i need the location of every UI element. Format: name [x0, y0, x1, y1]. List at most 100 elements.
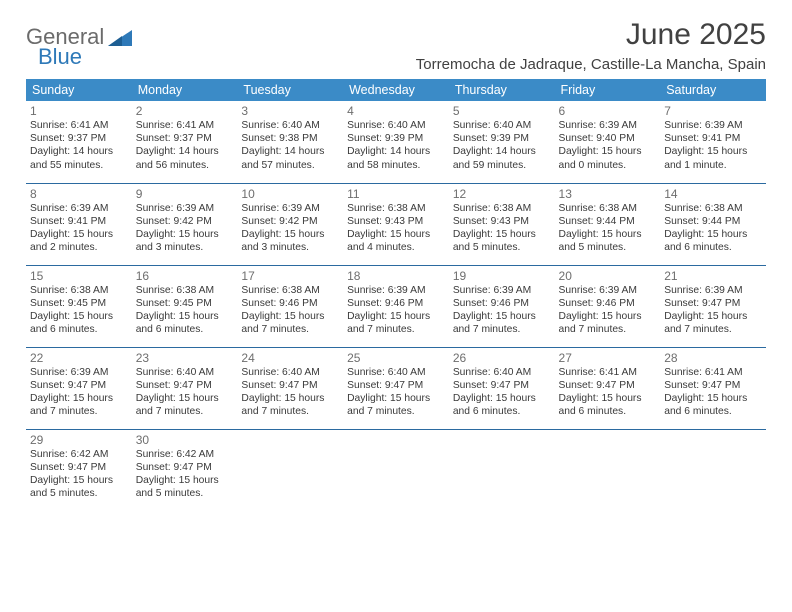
day-number: 2 — [136, 104, 234, 118]
day-number: 30 — [136, 433, 234, 447]
sunset-text: Sunset: 9:47 PM — [664, 297, 762, 310]
triangle-icon — [108, 28, 134, 50]
daylight-text: Daylight: 15 hours and 4 minutes. — [347, 228, 445, 254]
calendar-week-row: 1 Sunrise: 6:41 AMSunset: 9:37 PMDaylight… — [26, 101, 766, 183]
day-info: Sunrise: 6:40 AMSunset: 9:47 PMDaylight:… — [453, 366, 551, 419]
calendar-day-cell: 18Sunrise: 6:39 AMSunset: 9:46 PMDayligh… — [343, 265, 449, 347]
logo: General Blue — [26, 18, 134, 68]
sunrise-text: Sunrise: 6:38 AM — [559, 202, 657, 215]
sunrise-text: Sunrise: 6:41 AM — [559, 366, 657, 379]
day-number: 25 — [347, 351, 445, 365]
day-number: 1 — [30, 104, 128, 118]
sunrise-text: Sunrise: 6:39 AM — [30, 202, 128, 215]
daylight-text: Daylight: 14 hours and 57 minutes. — [241, 145, 339, 171]
day-info: Sunrise: 6:42 AMSunset: 9:47 PMDaylight:… — [136, 448, 234, 501]
day-number: 13 — [559, 187, 657, 201]
sunrise-text: Sunrise: 6:38 AM — [453, 202, 551, 215]
calendar-week-row: 8Sunrise: 6:39 AMSunset: 9:41 PMDaylight… — [26, 183, 766, 265]
day-info: Sunrise: 6:39 AMSunset: 9:47 PMDaylight:… — [664, 284, 762, 337]
sunrise-text: Sunrise: 6:40 AM — [347, 119, 445, 132]
daylight-text: Daylight: 15 hours and 6 minutes. — [664, 228, 762, 254]
title-block: June 2025 Torremocha de Jadraque, Castil… — [416, 18, 766, 73]
daylight-text: Daylight: 15 hours and 7 minutes. — [136, 392, 234, 418]
calendar-day-cell: 7Sunrise: 6:39 AMSunset: 9:41 PMDaylight… — [660, 101, 766, 183]
day-info: Sunrise: 6:41 AMSunset: 9:37 PMDaylight:… — [136, 119, 234, 172]
calendar-day-cell: 16Sunrise: 6:38 AMSunset: 9:45 PMDayligh… — [132, 265, 238, 347]
calendar-day-cell: 22Sunrise: 6:39 AMSunset: 9:47 PMDayligh… — [26, 347, 132, 429]
calendar-day-cell: 28Sunrise: 6:41 AMSunset: 9:47 PMDayligh… — [660, 347, 766, 429]
daylight-text: Daylight: 15 hours and 7 minutes. — [347, 310, 445, 336]
day-info: Sunrise: 6:39 AMSunset: 9:41 PMDaylight:… — [30, 202, 128, 255]
calendar-day-cell: 24Sunrise: 6:40 AMSunset: 9:47 PMDayligh… — [237, 347, 343, 429]
day-number: 28 — [664, 351, 762, 365]
sunrise-text: Sunrise: 6:38 AM — [241, 284, 339, 297]
calendar-table: Sunday Monday Tuesday Wednesday Thursday… — [26, 79, 766, 511]
day-info: Sunrise: 6:40 AMSunset: 9:47 PMDaylight:… — [347, 366, 445, 419]
daylight-text: Daylight: 14 hours and 58 minutes. — [347, 145, 445, 171]
day-info: Sunrise: 6:40 AMSunset: 9:47 PMDaylight:… — [136, 366, 234, 419]
day-number: 26 — [453, 351, 551, 365]
sunset-text: Sunset: 9:44 PM — [664, 215, 762, 228]
calendar-day-cell: 13Sunrise: 6:38 AMSunset: 9:44 PMDayligh… — [555, 183, 661, 265]
sunset-text: Sunset: 9:47 PM — [136, 379, 234, 392]
day-number: 16 — [136, 269, 234, 283]
day-number: 22 — [30, 351, 128, 365]
sunset-text: Sunset: 9:39 PM — [453, 132, 551, 145]
sunrise-text: Sunrise: 6:40 AM — [241, 119, 339, 132]
calendar-day-cell — [237, 429, 343, 511]
day-number: 6 — [559, 104, 657, 118]
calendar-day-cell: 3Sunrise: 6:40 AMSunset: 9:38 PMDaylight… — [237, 101, 343, 183]
daylight-text: Daylight: 15 hours and 2 minutes. — [30, 228, 128, 254]
day-info: Sunrise: 6:41 AMSunset: 9:47 PMDaylight:… — [664, 366, 762, 419]
sunset-text: Sunset: 9:47 PM — [664, 379, 762, 392]
sunset-text: Sunset: 9:41 PM — [664, 132, 762, 145]
weekday-header: Tuesday — [237, 79, 343, 101]
calendar-day-cell: 21Sunrise: 6:39 AMSunset: 9:47 PMDayligh… — [660, 265, 766, 347]
weekday-header: Saturday — [660, 79, 766, 101]
sunrise-text: Sunrise: 6:39 AM — [664, 119, 762, 132]
day-number: 18 — [347, 269, 445, 283]
calendar-day-cell — [343, 429, 449, 511]
day-info: Sunrise: 6:40 AMSunset: 9:47 PMDaylight:… — [241, 366, 339, 419]
day-number: 12 — [453, 187, 551, 201]
day-number: 19 — [453, 269, 551, 283]
day-number: 15 — [30, 269, 128, 283]
daylight-text: Daylight: 15 hours and 0 minutes. — [559, 145, 657, 171]
daylight-text: Daylight: 15 hours and 7 minutes. — [241, 310, 339, 336]
calendar-day-cell: 17Sunrise: 6:38 AMSunset: 9:46 PMDayligh… — [237, 265, 343, 347]
sunset-text: Sunset: 9:47 PM — [136, 461, 234, 474]
calendar-week-row: 29Sunrise: 6:42 AMSunset: 9:47 PMDayligh… — [26, 429, 766, 511]
day-info: Sunrise: 6:38 AMSunset: 9:44 PMDaylight:… — [559, 202, 657, 255]
sunset-text: Sunset: 9:47 PM — [30, 461, 128, 474]
sunset-text: Sunset: 9:42 PM — [136, 215, 234, 228]
calendar-day-cell: 25Sunrise: 6:40 AMSunset: 9:47 PMDayligh… — [343, 347, 449, 429]
sunset-text: Sunset: 9:46 PM — [559, 297, 657, 310]
day-number: 23 — [136, 351, 234, 365]
daylight-text: Daylight: 15 hours and 5 minutes. — [559, 228, 657, 254]
sunset-text: Sunset: 9:46 PM — [241, 297, 339, 310]
daylight-text: Daylight: 15 hours and 5 minutes. — [136, 474, 234, 500]
day-number: 7 — [664, 104, 762, 118]
day-info: Sunrise: 6:39 AMSunset: 9:41 PMDaylight:… — [664, 119, 762, 172]
sunrise-text: Sunrise: 6:39 AM — [30, 366, 128, 379]
sunrise-text: Sunrise: 6:41 AM — [136, 119, 234, 132]
daylight-text: Daylight: 15 hours and 3 minutes. — [241, 228, 339, 254]
sunrise-text: Sunrise: 6:38 AM — [347, 202, 445, 215]
sunrise-text: Sunrise: 6:38 AM — [664, 202, 762, 215]
day-number: 3 — [241, 104, 339, 118]
daylight-text: Daylight: 15 hours and 6 minutes. — [664, 392, 762, 418]
sunset-text: Sunset: 9:47 PM — [347, 379, 445, 392]
day-info: Sunrise: 6:38 AMSunset: 9:45 PMDaylight:… — [136, 284, 234, 337]
calendar-day-cell: 20Sunrise: 6:39 AMSunset: 9:46 PMDayligh… — [555, 265, 661, 347]
daylight-text: Daylight: 14 hours and 59 minutes. — [453, 145, 551, 171]
daylight-text: Daylight: 15 hours and 3 minutes. — [136, 228, 234, 254]
sunrise-text: Sunrise: 6:40 AM — [136, 366, 234, 379]
day-info: Sunrise: 6:39 AMSunset: 9:46 PMDaylight:… — [453, 284, 551, 337]
calendar-day-cell: 8Sunrise: 6:39 AMSunset: 9:41 PMDaylight… — [26, 183, 132, 265]
sunrise-text: Sunrise: 6:39 AM — [559, 119, 657, 132]
sunset-text: Sunset: 9:43 PM — [347, 215, 445, 228]
calendar-day-cell: 5Sunrise: 6:40 AMSunset: 9:39 PMDaylight… — [449, 101, 555, 183]
sunset-text: Sunset: 9:46 PM — [453, 297, 551, 310]
daylight-text: Daylight: 15 hours and 1 minute. — [664, 145, 762, 171]
weekday-header: Monday — [132, 79, 238, 101]
